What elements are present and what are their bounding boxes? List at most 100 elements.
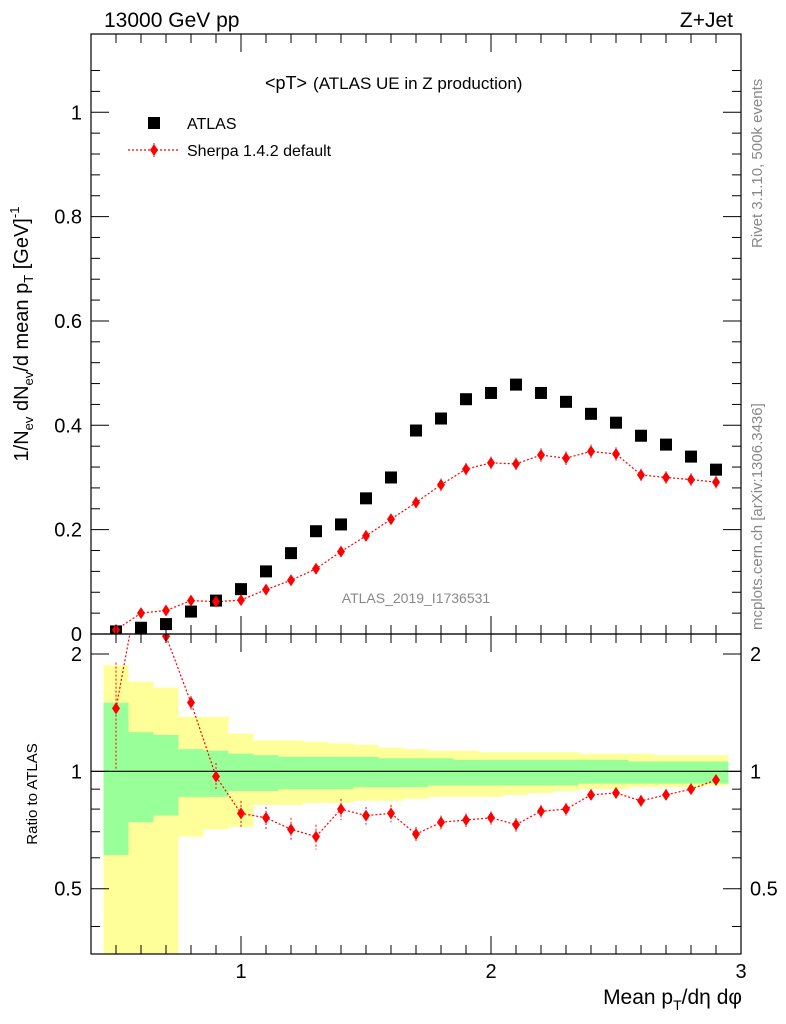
sherpa-point bbox=[637, 468, 645, 481]
plot-title-main: <pT> bbox=[265, 73, 307, 93]
ratio-inner-band bbox=[528, 759, 554, 786]
ratio-inner-band bbox=[678, 761, 704, 784]
atlas-point bbox=[485, 386, 497, 399]
ratio-point bbox=[362, 809, 370, 822]
ratio-point bbox=[212, 770, 220, 783]
sherpa-point bbox=[137, 607, 145, 620]
ratio-y-tick-label-right: 1 bbox=[750, 761, 761, 783]
atlas-point bbox=[310, 525, 322, 538]
x-tick-label: 2 bbox=[485, 961, 496, 983]
ratio-inner-band bbox=[228, 753, 254, 792]
atlas-point bbox=[535, 386, 547, 399]
ratio-point bbox=[612, 786, 620, 799]
sherpa-point bbox=[412, 496, 420, 509]
ratio-panel-marks bbox=[112, 634, 720, 850]
plot-title: <pT> (ATLAS UE in Z production) bbox=[265, 73, 522, 93]
sherpa-point bbox=[612, 448, 620, 460]
sherpa-point bbox=[462, 463, 470, 476]
sherpa-point bbox=[287, 574, 295, 587]
sherpa-point bbox=[587, 445, 595, 458]
atlas-point bbox=[260, 565, 272, 578]
ratio-inner-band bbox=[453, 759, 479, 786]
x-axis-label: Mean pT/dη dφ bbox=[603, 986, 742, 1013]
ratio-y-tick-label: 1 bbox=[71, 761, 82, 783]
sherpa-point bbox=[337, 545, 345, 558]
legend-atlas-marker bbox=[148, 117, 160, 129]
atlas-point bbox=[585, 407, 597, 420]
sherpa-point bbox=[262, 583, 270, 596]
ratio-inner-band bbox=[178, 749, 204, 797]
ratio-inner-band bbox=[628, 761, 654, 784]
x-tick-label: 1 bbox=[235, 961, 246, 983]
ratio-inner-band bbox=[153, 734, 179, 816]
ratio-point bbox=[562, 803, 570, 816]
sherpa-point bbox=[487, 456, 495, 469]
legend-atlas-label: ATLAS bbox=[187, 116, 237, 133]
ratio-inner-band bbox=[378, 758, 404, 788]
ratio-inner-band bbox=[478, 759, 504, 786]
ratio-inner-band bbox=[503, 759, 529, 786]
sherpa-point bbox=[687, 473, 695, 486]
main-y-tick-label: 0.2 bbox=[54, 520, 82, 542]
atlas-point bbox=[610, 416, 622, 429]
main-y-tick-label: 0.6 bbox=[54, 311, 82, 333]
legend-sherpa-marker bbox=[150, 144, 158, 156]
ratio-point bbox=[487, 811, 495, 824]
sherpa-point bbox=[537, 449, 545, 462]
atlas-point bbox=[185, 605, 197, 618]
ratio-point bbox=[437, 816, 445, 829]
sherpa-point bbox=[437, 478, 445, 491]
main-y-tick-label: 0 bbox=[71, 624, 82, 646]
atlas-point bbox=[560, 395, 572, 408]
atlas-point bbox=[410, 424, 422, 437]
ratio-inner-band bbox=[353, 756, 379, 788]
atlas-point bbox=[685, 450, 697, 463]
ratio-point bbox=[112, 702, 120, 715]
ratio-inner-band bbox=[328, 756, 354, 790]
ratio-inner-band bbox=[403, 758, 429, 788]
main-y-axis-label: 1/Nev dNev/d mean pT [GeV]-1 bbox=[7, 207, 36, 462]
atlas-point bbox=[335, 518, 347, 531]
ratio-y-tick-label-right: 2 bbox=[750, 644, 761, 666]
ratio-inner-band bbox=[553, 759, 579, 786]
main-y-tick-label: 0.8 bbox=[54, 207, 82, 229]
sherpa-point bbox=[562, 452, 570, 465]
ratio-point bbox=[537, 805, 545, 818]
ratio-point bbox=[462, 814, 470, 827]
energy-label: 13000 GeV pp bbox=[104, 9, 239, 32]
ratio-outer-band bbox=[153, 687, 179, 954]
ratio-point bbox=[662, 788, 670, 801]
plot-title-sub: (ATLAS UE in Z production) bbox=[313, 74, 522, 93]
sherpa-point bbox=[237, 594, 245, 607]
atlas-point bbox=[460, 393, 472, 406]
atlas-point bbox=[635, 429, 647, 442]
atlas-point bbox=[385, 471, 397, 484]
sherpa-point bbox=[662, 471, 670, 484]
atlas-point bbox=[160, 618, 172, 631]
sherpa-point bbox=[362, 529, 370, 542]
atlas-point bbox=[285, 547, 297, 560]
sherpa-point bbox=[312, 562, 320, 575]
ratio-point bbox=[287, 823, 295, 836]
atlas-point bbox=[710, 463, 722, 476]
main-y-tick-label: 0.4 bbox=[54, 415, 82, 437]
atlas-point bbox=[235, 583, 247, 596]
ratio-outer-band bbox=[128, 681, 154, 954]
ratio-y-tick-label: 0.5 bbox=[54, 879, 82, 901]
process-label: Z+Jet bbox=[680, 9, 733, 32]
sherpa-point bbox=[387, 513, 395, 526]
ratio-point bbox=[387, 807, 395, 820]
ratio-point bbox=[337, 803, 345, 816]
ratio-point bbox=[312, 830, 320, 843]
mcplots-label: mcplots.cern.ch [arXiv:1306.3436] bbox=[749, 403, 766, 630]
atlas-point bbox=[360, 492, 372, 505]
sherpa-point bbox=[187, 594, 195, 607]
ratio-inner-band bbox=[103, 702, 129, 856]
ratio-point bbox=[512, 818, 520, 831]
main-y-tick-label: 1 bbox=[71, 102, 82, 124]
axes-ticks: 1 2 3 0 0.2 0.4 0.6 0.8 1 0.5 0.5 1 1 2 2 bbox=[54, 34, 778, 983]
analysis-watermark: ATLAS_2019_I1736531 bbox=[342, 590, 491, 606]
ratio-point bbox=[712, 774, 720, 787]
ratio-point bbox=[412, 828, 420, 841]
rivet-version-label: Rivet 3.1.10, 500k events bbox=[749, 79, 766, 248]
